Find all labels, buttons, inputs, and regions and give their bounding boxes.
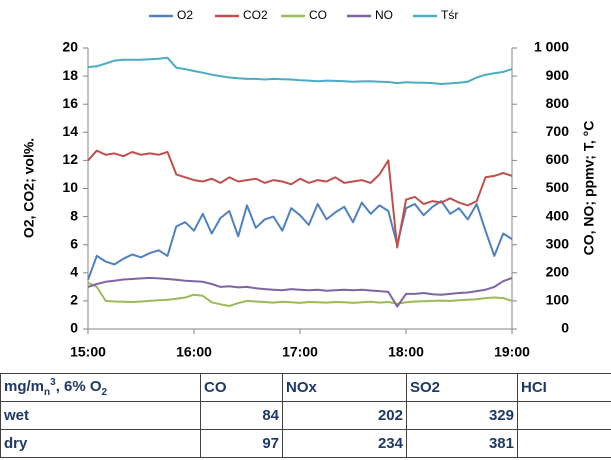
- y2-tick-label: 100: [546, 292, 570, 308]
- y2-tick-label: 1 000: [534, 39, 569, 55]
- series-line: [87, 56, 513, 85]
- y2-tick-label: 200: [546, 264, 570, 280]
- y-tick-label: 18: [62, 67, 78, 83]
- y2-tick-label: 900: [546, 67, 570, 83]
- y2-tick-label: 600: [546, 151, 570, 167]
- y2-tick-label: 400: [546, 207, 570, 223]
- header-row: mg/mn3, 6% O2 CO NOx SO2 HCI: [0, 373, 611, 402]
- column-header: HCI: [517, 373, 611, 402]
- legend-label: O2: [177, 8, 193, 22]
- y-tick-label: 20: [62, 39, 78, 55]
- table-row: wet8420232921: [0, 401, 611, 430]
- series-line: [87, 149, 513, 249]
- x-tick-label: 17:00: [282, 344, 318, 360]
- y-tick-label: 0: [70, 320, 78, 336]
- table-row: dry9723438125: [0, 429, 611, 458]
- unit-sub: 2: [101, 387, 108, 398]
- y-tick-label: 6: [70, 235, 78, 251]
- unit: mg/m: [4, 378, 45, 395]
- unit-sup: 3: [50, 377, 56, 388]
- y2-tick-label: 0: [561, 320, 569, 336]
- legend-label: NO: [375, 8, 393, 22]
- x-tick-label: 15:00: [70, 344, 106, 360]
- y2-axis-label: CO, NO; ppmv; T, °C: [581, 121, 597, 256]
- table-cell: 97: [200, 429, 283, 458]
- y2-tick-label: 800: [546, 95, 570, 111]
- table-cell: 202: [282, 401, 407, 430]
- row-label: wet: [0, 401, 201, 430]
- x-tick-label: 16:00: [176, 344, 212, 360]
- table-cell: 25: [517, 429, 611, 458]
- legend-label: CO: [309, 8, 327, 22]
- table-cell: 21: [517, 401, 611, 430]
- y-tick-label: 14: [62, 123, 78, 139]
- x-tick-label: 18:00: [388, 344, 424, 360]
- y2-tick-label: 500: [546, 179, 570, 195]
- row-label: dry: [0, 429, 201, 458]
- chart: O2, CO2; vol%. CO, NO; ppmv; T, °C 0 2 4 6 8…: [21, 8, 597, 360]
- series-line: [87, 200, 513, 281]
- y2-tick-label: 700: [546, 123, 570, 139]
- series-line: [87, 276, 513, 308]
- corner-cell: mg/mn3, 6% O2: [0, 373, 201, 402]
- column-header: NOx: [282, 373, 407, 402]
- emission-table: mg/mn3, 6% O2 CO NOx SO2 HCI wet 84 202 329…: [0, 373, 611, 458]
- unit-sub: n: [44, 387, 51, 398]
- series-line: [87, 281, 513, 307]
- table-cell: 381: [406, 429, 518, 458]
- x-tick-label: 19:00: [494, 344, 530, 360]
- y-tick-label: 10: [62, 179, 78, 195]
- table-cell: 329: [406, 401, 518, 430]
- y2-tick-label: 300: [546, 235, 570, 251]
- table-cell: 84: [200, 401, 283, 430]
- column-header: CO: [200, 373, 283, 402]
- column-header: SO2: [406, 373, 518, 402]
- y-tick-label: 4: [70, 264, 78, 280]
- y-axis-label: O2, CO2; vol%.: [21, 138, 37, 238]
- y-tick-label: 16: [62, 95, 78, 111]
- y-tick-label: 2: [70, 292, 78, 308]
- y-tick-label: 8: [70, 207, 78, 223]
- y-tick-label: 12: [62, 151, 78, 167]
- legend-label: CO2: [243, 8, 268, 22]
- table-cell: 234: [282, 429, 407, 458]
- unit: , 6% O: [55, 378, 102, 395]
- legend-label: Tśr: [441, 8, 458, 22]
